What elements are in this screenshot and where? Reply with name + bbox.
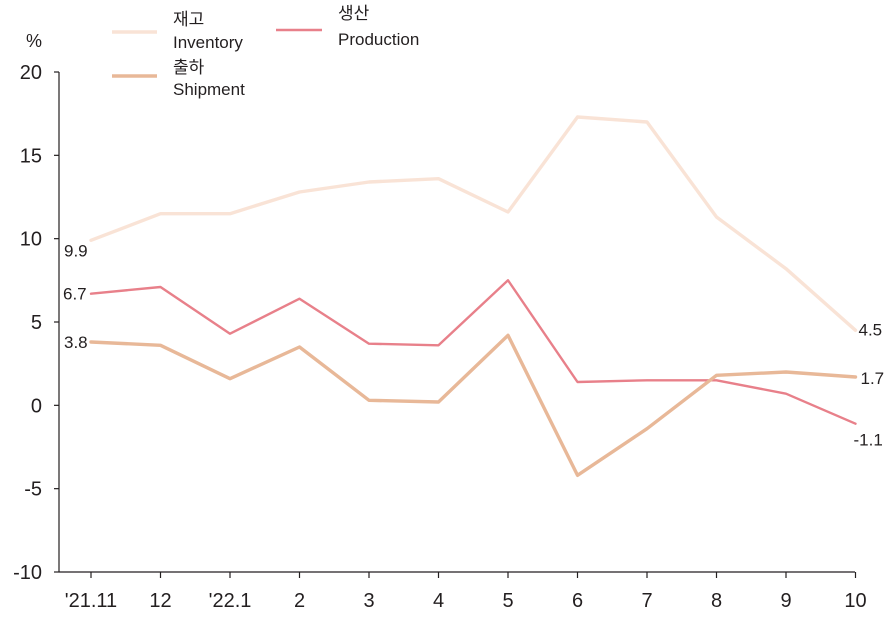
legend-label-en-shipment: Shipment bbox=[173, 80, 245, 99]
series-line-production bbox=[91, 280, 856, 423]
y-tick-label: 10 bbox=[20, 229, 42, 251]
x-tick-label: 12 bbox=[149, 590, 171, 612]
legend-label-en-production: Production bbox=[338, 30, 419, 49]
x-tick-label: 5 bbox=[502, 590, 513, 612]
y-tick-label: 5 bbox=[31, 312, 42, 334]
x-tick-label: 4 bbox=[433, 590, 444, 612]
legend-label-ko-production: 생산 bbox=[338, 4, 370, 23]
y-tick-label: 20 bbox=[20, 62, 42, 84]
series-line-shipment bbox=[91, 335, 856, 475]
series-line-inventory bbox=[91, 117, 856, 330]
legend-label-ko-shipment: 출하 bbox=[173, 58, 205, 77]
x-tick-label: 2 bbox=[294, 590, 305, 612]
x-tick-label: 6 bbox=[572, 590, 583, 612]
legend-label-ko-inventory: 재고 bbox=[173, 10, 204, 29]
unit-label: % bbox=[26, 31, 42, 51]
axes: % -10 -5 0 5 10 15 20 '21.11 12 '22.1 2 3 4 5 6 7 8 9 10 bbox=[13, 31, 867, 612]
data-label-inventory: 9.9 bbox=[64, 241, 88, 260]
x-tick-label: '21.11 bbox=[65, 590, 117, 612]
y-tick-label: 15 bbox=[20, 145, 42, 167]
data-labels: 9.9 4.5 6.7 -1.1 3.8 1.7 bbox=[63, 241, 884, 449]
y-tick-label: -10 bbox=[13, 562, 42, 584]
data-label-shipment: 3.8 bbox=[64, 333, 88, 352]
x-tick-label: 10 bbox=[844, 590, 866, 612]
x-tick-label: '22.1 bbox=[209, 590, 252, 612]
x-tick-label: 9 bbox=[780, 590, 791, 612]
x-tick-label: 8 bbox=[711, 590, 722, 612]
data-label-production: -1.1 bbox=[854, 431, 883, 450]
series-lines bbox=[91, 117, 856, 475]
data-label-inventory: 4.5 bbox=[859, 320, 883, 339]
data-label-shipment: 1.7 bbox=[861, 369, 885, 388]
data-label-production: 6.7 bbox=[63, 285, 87, 304]
legend-label-en-inventory: Inventory bbox=[173, 33, 243, 52]
y-tick-label: -5 bbox=[24, 479, 42, 501]
y-tick-label: 0 bbox=[31, 395, 42, 417]
x-tick-label: 7 bbox=[641, 590, 652, 612]
legend: 재고 Inventory 생산 Production 출하 Shipment bbox=[112, 4, 419, 99]
x-tick-label: 3 bbox=[363, 590, 374, 612]
